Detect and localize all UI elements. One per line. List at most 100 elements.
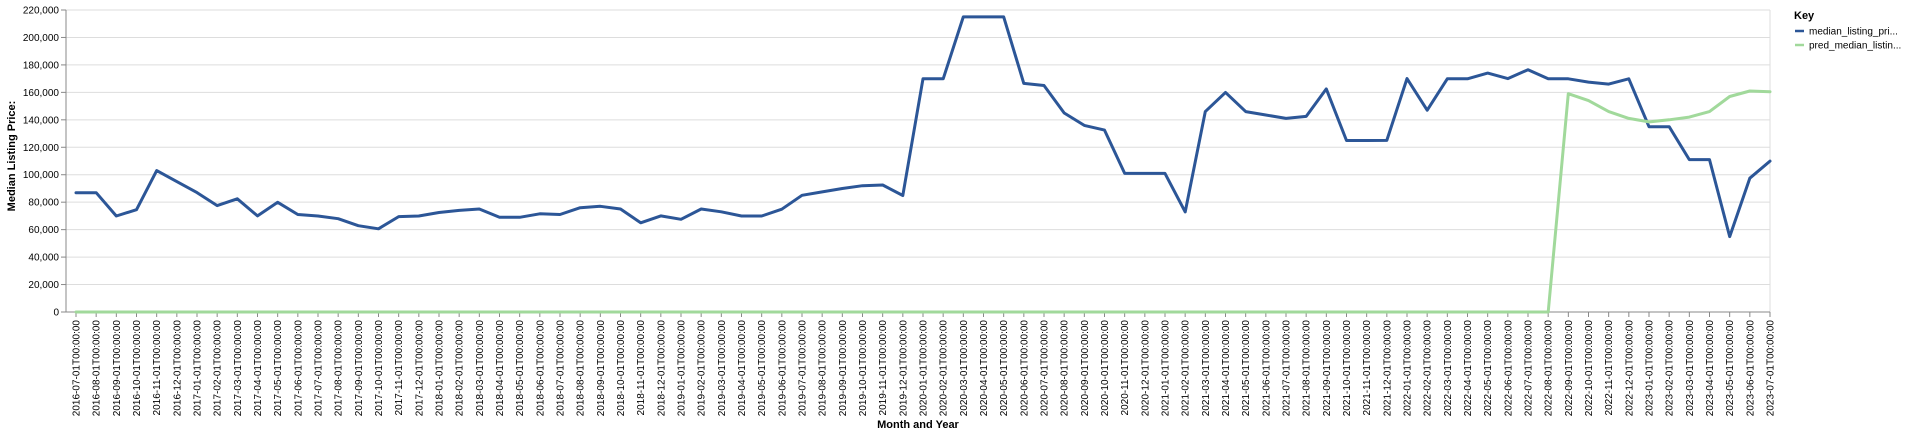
- y-tick-label: 140,000: [23, 115, 60, 126]
- x-axis-title: Month and Year: [877, 419, 959, 431]
- y-tick-label: 40,000: [28, 253, 59, 264]
- x-tick-label: 2019-06-01T00:00:00: [777, 320, 788, 417]
- x-tick-label: 2021-05-01T00:00:00: [1241, 320, 1252, 417]
- x-tick-label: 2019-12-01T00:00:00: [898, 320, 909, 417]
- y-tick-label: 220,000: [23, 6, 60, 17]
- x-tick-label: 2022-11-01T00:00:00: [1604, 320, 1615, 416]
- y-axis: 0 20,000 40,000 60,000 80,000 100,000 120,000 1…: [23, 6, 67, 319]
- x-tick-label: 2021-10-01T00:00:00: [1342, 320, 1353, 417]
- x-tick-label: 2019-09-01T00:00:00: [838, 320, 849, 417]
- x-tick-label: 2020-11-01T00:00:00: [1120, 320, 1131, 416]
- x-tick-label: 2019-02-01T00:00:00: [697, 320, 708, 417]
- x-tick-label: 2019-01-01T00:00:00: [677, 320, 688, 417]
- x-tick-label: 2020-02-01T00:00:00: [939, 320, 950, 417]
- x-tick-label: 2019-03-01T00:00:00: [717, 320, 728, 417]
- x-tick-label: 2016-10-01T00:00:00: [132, 320, 143, 417]
- x-tick-label: 2016-11-01T00:00:00: [152, 320, 163, 416]
- x-tick-label: 2017-06-01T00:00:00: [293, 320, 304, 417]
- x-tick-label: 2018-04-01T00:00:00: [495, 320, 506, 417]
- x-tick-label: 2022-12-01T00:00:00: [1624, 320, 1635, 417]
- x-tick-label: 2020-04-01T00:00:00: [979, 320, 990, 417]
- x-tick-label: 2023-05-01T00:00:00: [1725, 320, 1736, 417]
- x-tick-label: 2022-07-01T00:00:00: [1524, 320, 1535, 417]
- y-tick-label: 60,000: [28, 225, 59, 236]
- y-tick-label: 200,000: [23, 33, 60, 44]
- x-tick-label: 2020-03-01T00:00:00: [959, 320, 970, 417]
- x-tick-label: 2017-12-01T00:00:00: [414, 320, 425, 417]
- x-tick-label: 2021-02-01T00:00:00: [1181, 320, 1192, 417]
- x-tick-label: 2019-08-01T00:00:00: [818, 320, 829, 417]
- x-tick-label: 2022-04-01T00:00:00: [1463, 320, 1474, 417]
- x-axis: 2016-07-01T00:00:00 2016-08-01T00:00:00 20…: [66, 311, 1777, 417]
- x-tick-label: 2017-08-01T00:00:00: [334, 320, 345, 417]
- x-tick-label: 2018-06-01T00:00:00: [535, 320, 546, 417]
- series-layer: [74, 15, 1772, 314]
- x-tick-label: 2023-03-01T00:00:00: [1685, 320, 1696, 417]
- x-tick-label: 2020-12-01T00:00:00: [1140, 320, 1151, 417]
- x-tick-label: 2018-10-01T00:00:00: [616, 320, 627, 417]
- series-line-median-listing-price: [74, 15, 1772, 239]
- y-tick-label: 160,000: [23, 88, 60, 99]
- x-tick-label: 2017-09-01T00:00:00: [354, 320, 365, 417]
- x-tick-label: 2021-04-01T00:00:00: [1221, 320, 1232, 417]
- x-tick-label: 2023-02-01T00:00:00: [1665, 320, 1676, 417]
- y-axis-title: Median Listing Price:: [6, 101, 18, 212]
- y-tick-label: 120,000: [23, 143, 60, 154]
- x-tick-label: 2020-01-01T00:00:00: [919, 320, 930, 417]
- legend-label: median_listing_pri...: [1809, 27, 1898, 38]
- x-tick-label: 2022-05-01T00:00:00: [1483, 320, 1494, 417]
- x-tick-label: 2019-04-01T00:00:00: [737, 320, 748, 417]
- x-tick-label: 2022-09-01T00:00:00: [1564, 320, 1575, 417]
- x-tick-label: 2018-11-01T00:00:00: [636, 320, 647, 416]
- x-tick-label: 2023-01-01T00:00:00: [1645, 320, 1656, 417]
- x-tick-label: 2018-12-01T00:00:00: [656, 320, 667, 417]
- x-tick-label: 2020-09-01T00:00:00: [1080, 320, 1091, 417]
- x-tick-label: 2021-11-01T00:00:00: [1362, 320, 1373, 416]
- x-tick-label: 2021-09-01T00:00:00: [1322, 320, 1333, 417]
- x-tick-label: 2022-08-01T00:00:00: [1544, 320, 1555, 417]
- x-tick-label: 2018-01-01T00:00:00: [435, 320, 446, 417]
- y-gridlines: [66, 9, 1770, 313]
- x-tick-label: 2022-03-01T00:00:00: [1443, 320, 1454, 417]
- x-tick-label: 2016-12-01T00:00:00: [172, 320, 183, 417]
- legend-title: Key: [1794, 10, 1815, 22]
- x-tick-label: 2017-02-01T00:00:00: [213, 320, 224, 417]
- x-tick-label: 2019-07-01T00:00:00: [798, 320, 809, 417]
- legend-label: pred_median_listin...: [1809, 41, 1901, 52]
- x-tick-label: 2016-08-01T00:00:00: [92, 320, 103, 417]
- x-tick-label: 2018-07-01T00:00:00: [556, 320, 567, 417]
- x-tick-label: 2020-08-01T00:00:00: [1060, 320, 1071, 417]
- x-tick-label: 2022-06-01T00:00:00: [1503, 320, 1514, 417]
- x-tick-label: 2020-06-01T00:00:00: [1019, 320, 1030, 417]
- x-tick-label: 2020-05-01T00:00:00: [999, 320, 1010, 417]
- x-tick-label: 2019-10-01T00:00:00: [858, 320, 869, 417]
- x-tick-label: 2021-07-01T00:00:00: [1282, 320, 1293, 417]
- x-tick-label: 2020-10-01T00:00:00: [1100, 320, 1111, 417]
- x-tick-label: 2017-05-01T00:00:00: [273, 320, 284, 417]
- x-tick-label: 2021-06-01T00:00:00: [1261, 320, 1272, 417]
- x-tick-label: 2016-07-01T00:00:00: [72, 320, 83, 417]
- x-tick-label: 2021-12-01T00:00:00: [1382, 320, 1393, 417]
- x-tick-label: 2021-08-01T00:00:00: [1302, 320, 1313, 417]
- y-tick-label: 0: [53, 308, 59, 319]
- x-tick-label: 2022-02-01T00:00:00: [1423, 320, 1434, 417]
- x-tick-label: 2017-11-01T00:00:00: [394, 320, 405, 416]
- x-tick-label: 2022-10-01T00:00:00: [1584, 320, 1595, 417]
- y-tick-label: 20,000: [28, 280, 59, 291]
- x-tick-label: 2019-05-01T00:00:00: [757, 320, 768, 417]
- x-tick-label: 2017-07-01T00:00:00: [314, 320, 325, 417]
- x-tick-label: 2018-03-01T00:00:00: [475, 320, 486, 417]
- x-tick-label: 2019-11-01T00:00:00: [878, 320, 889, 416]
- x-tick-label: 2016-09-01T00:00:00: [112, 320, 123, 417]
- x-tick-label: 2017-10-01T00:00:00: [374, 320, 385, 417]
- x-tick-label: 2018-05-01T00:00:00: [515, 320, 526, 417]
- x-tick-label: 2018-09-01T00:00:00: [596, 320, 607, 417]
- y-tick-label: 100,000: [23, 170, 60, 181]
- x-tick-label: 2018-02-01T00:00:00: [455, 320, 466, 417]
- x-tick-label: 2021-01-01T00:00:00: [1161, 320, 1172, 417]
- x-tick-label: 2023-07-01T00:00:00: [1766, 320, 1777, 417]
- x-tick-label: 2021-03-01T00:00:00: [1201, 320, 1212, 417]
- x-tick-label: 2017-04-01T00:00:00: [253, 320, 264, 417]
- x-tick-label: 2022-01-01T00:00:00: [1403, 320, 1414, 417]
